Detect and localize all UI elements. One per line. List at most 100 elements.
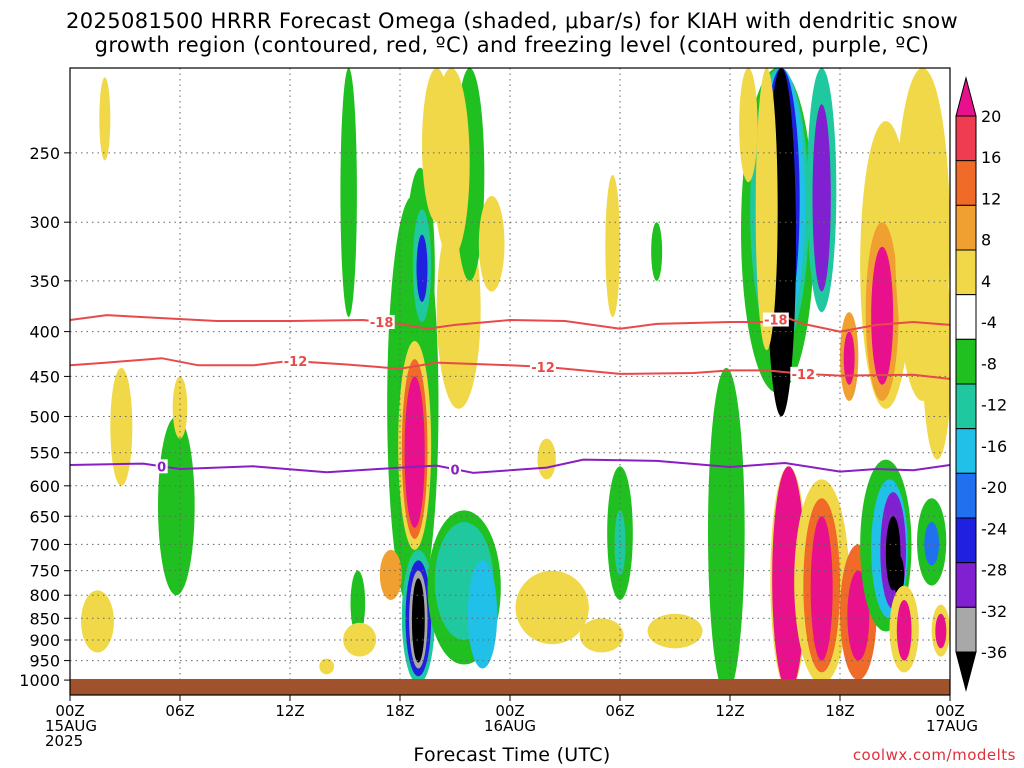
colorbar-label: -28 bbox=[981, 561, 1007, 580]
y-tick-label: 950 bbox=[29, 652, 60, 671]
colorbar-band bbox=[955, 338, 977, 385]
x-tick-label: 2025 bbox=[45, 732, 83, 750]
contour-label-0: 0 bbox=[157, 460, 166, 475]
omega-region bbox=[422, 68, 452, 223]
colorbar-band bbox=[955, 606, 977, 653]
contour-lines: -18 -18 -12 -12 -12 0 0 bbox=[70, 312, 950, 478]
colorbar-band bbox=[955, 383, 977, 430]
x-tick-label: 00Z bbox=[495, 702, 524, 720]
omega-region bbox=[755, 68, 778, 351]
omega-region bbox=[739, 68, 758, 183]
colorbar-top-extend bbox=[955, 76, 977, 117]
omega-region bbox=[847, 570, 870, 661]
omega-region bbox=[340, 68, 357, 318]
colorbar-label: -24 bbox=[981, 519, 1007, 538]
credit-link[interactable]: coolwx.com/modelts bbox=[852, 746, 1016, 764]
omega-region bbox=[935, 613, 947, 649]
colorbar-band bbox=[955, 562, 977, 608]
omega-region bbox=[404, 376, 425, 528]
colorbar-band bbox=[955, 428, 977, 474]
x-tick-label: 15AUG bbox=[45, 717, 97, 735]
y-tick-label: 550 bbox=[29, 444, 60, 463]
colorbar-band bbox=[955, 249, 977, 296]
contour-label--18: -18 bbox=[764, 314, 788, 329]
omega-region bbox=[810, 516, 833, 661]
y-tick-label: 300 bbox=[29, 213, 60, 232]
omega-region bbox=[708, 367, 745, 695]
omega-region bbox=[843, 331, 855, 385]
colorbar-band bbox=[955, 160, 977, 206]
grid-lines bbox=[70, 68, 950, 695]
y-tick-label: 850 bbox=[29, 609, 60, 628]
omega-region bbox=[416, 234, 428, 302]
contour-label-bg bbox=[762, 312, 789, 327]
contour-label-bg bbox=[530, 359, 556, 374]
colorbar-label: 8 bbox=[981, 231, 991, 250]
ground-bar bbox=[70, 679, 950, 695]
contour-line-0 bbox=[70, 458, 950, 474]
x-tick-label: 18Z bbox=[385, 702, 414, 720]
contour-label-bg bbox=[368, 314, 395, 329]
colorbar-label: 4 bbox=[981, 272, 991, 291]
contour-label--12: -12 bbox=[792, 368, 816, 383]
omega-region bbox=[411, 578, 425, 663]
omega-region bbox=[924, 522, 940, 566]
colorbar-label: -36 bbox=[981, 643, 1007, 662]
omega-region bbox=[772, 466, 806, 692]
y-tick-label: 750 bbox=[29, 562, 60, 581]
x-tick-label: 12Z bbox=[715, 702, 744, 720]
y-tick-label: 1000 bbox=[19, 671, 60, 690]
x-tick-label: 17AUG bbox=[926, 717, 978, 735]
omega-region bbox=[871, 246, 894, 385]
colorbar-label: -8 bbox=[981, 354, 997, 373]
contour-label-0: 0 bbox=[450, 463, 459, 478]
y-tick-label: 400 bbox=[29, 323, 60, 342]
x-tick-label: 16AUG bbox=[484, 717, 536, 735]
omega-region bbox=[110, 367, 133, 486]
omega-region bbox=[812, 104, 831, 292]
colorbar-label: 20 bbox=[981, 107, 1001, 126]
contour-label-bg bbox=[155, 459, 168, 474]
chart-title-line2: growth region (contoured, red, ºC) and f… bbox=[94, 33, 930, 57]
ground-strip bbox=[70, 679, 950, 695]
omega-region bbox=[81, 590, 114, 653]
y-tick-label: 450 bbox=[29, 367, 60, 386]
x-tick-label: 18Z bbox=[825, 702, 854, 720]
omega-region bbox=[319, 658, 334, 675]
x-tick-label: 12Z bbox=[275, 702, 304, 720]
omega-region bbox=[158, 416, 195, 596]
y-tick-label: 800 bbox=[29, 586, 60, 605]
omega-region bbox=[172, 376, 188, 439]
omega-region bbox=[647, 613, 703, 649]
y-axis: 250 300 350 400 450 500 550 600 650 700 750 800 850 9… bbox=[19, 144, 70, 690]
colorbar bbox=[955, 76, 977, 692]
contour-label-bg bbox=[449, 462, 461, 477]
omega-region bbox=[651, 222, 663, 281]
contour-line--18 bbox=[70, 314, 950, 333]
y-tick-label: 650 bbox=[29, 507, 60, 526]
colorbar-label: 12 bbox=[981, 189, 1001, 208]
omega-region bbox=[893, 555, 905, 596]
contour-label--18: -18 bbox=[370, 316, 394, 331]
x-tick-label: 00Z bbox=[55, 702, 84, 720]
y-tick-label: 350 bbox=[29, 272, 60, 291]
omega-region bbox=[99, 77, 111, 161]
y-tick-label: 250 bbox=[29, 144, 60, 163]
colorbar-band bbox=[955, 204, 977, 251]
x-tick-label: 06Z bbox=[165, 702, 194, 720]
colorbar-band bbox=[955, 472, 977, 519]
colorbar-label: -20 bbox=[981, 478, 1007, 497]
omega-region bbox=[537, 438, 556, 480]
colorbar-bottom-extend bbox=[955, 651, 977, 692]
omega-region bbox=[467, 560, 498, 669]
omega-region bbox=[379, 549, 402, 600]
omega-region bbox=[614, 510, 626, 576]
omega-region bbox=[605, 175, 621, 318]
colorbar-band bbox=[955, 115, 977, 162]
omega-region bbox=[896, 599, 912, 661]
omega-region bbox=[343, 622, 377, 657]
y-tick-label: 700 bbox=[29, 535, 60, 554]
contour-label-bg bbox=[282, 354, 309, 369]
